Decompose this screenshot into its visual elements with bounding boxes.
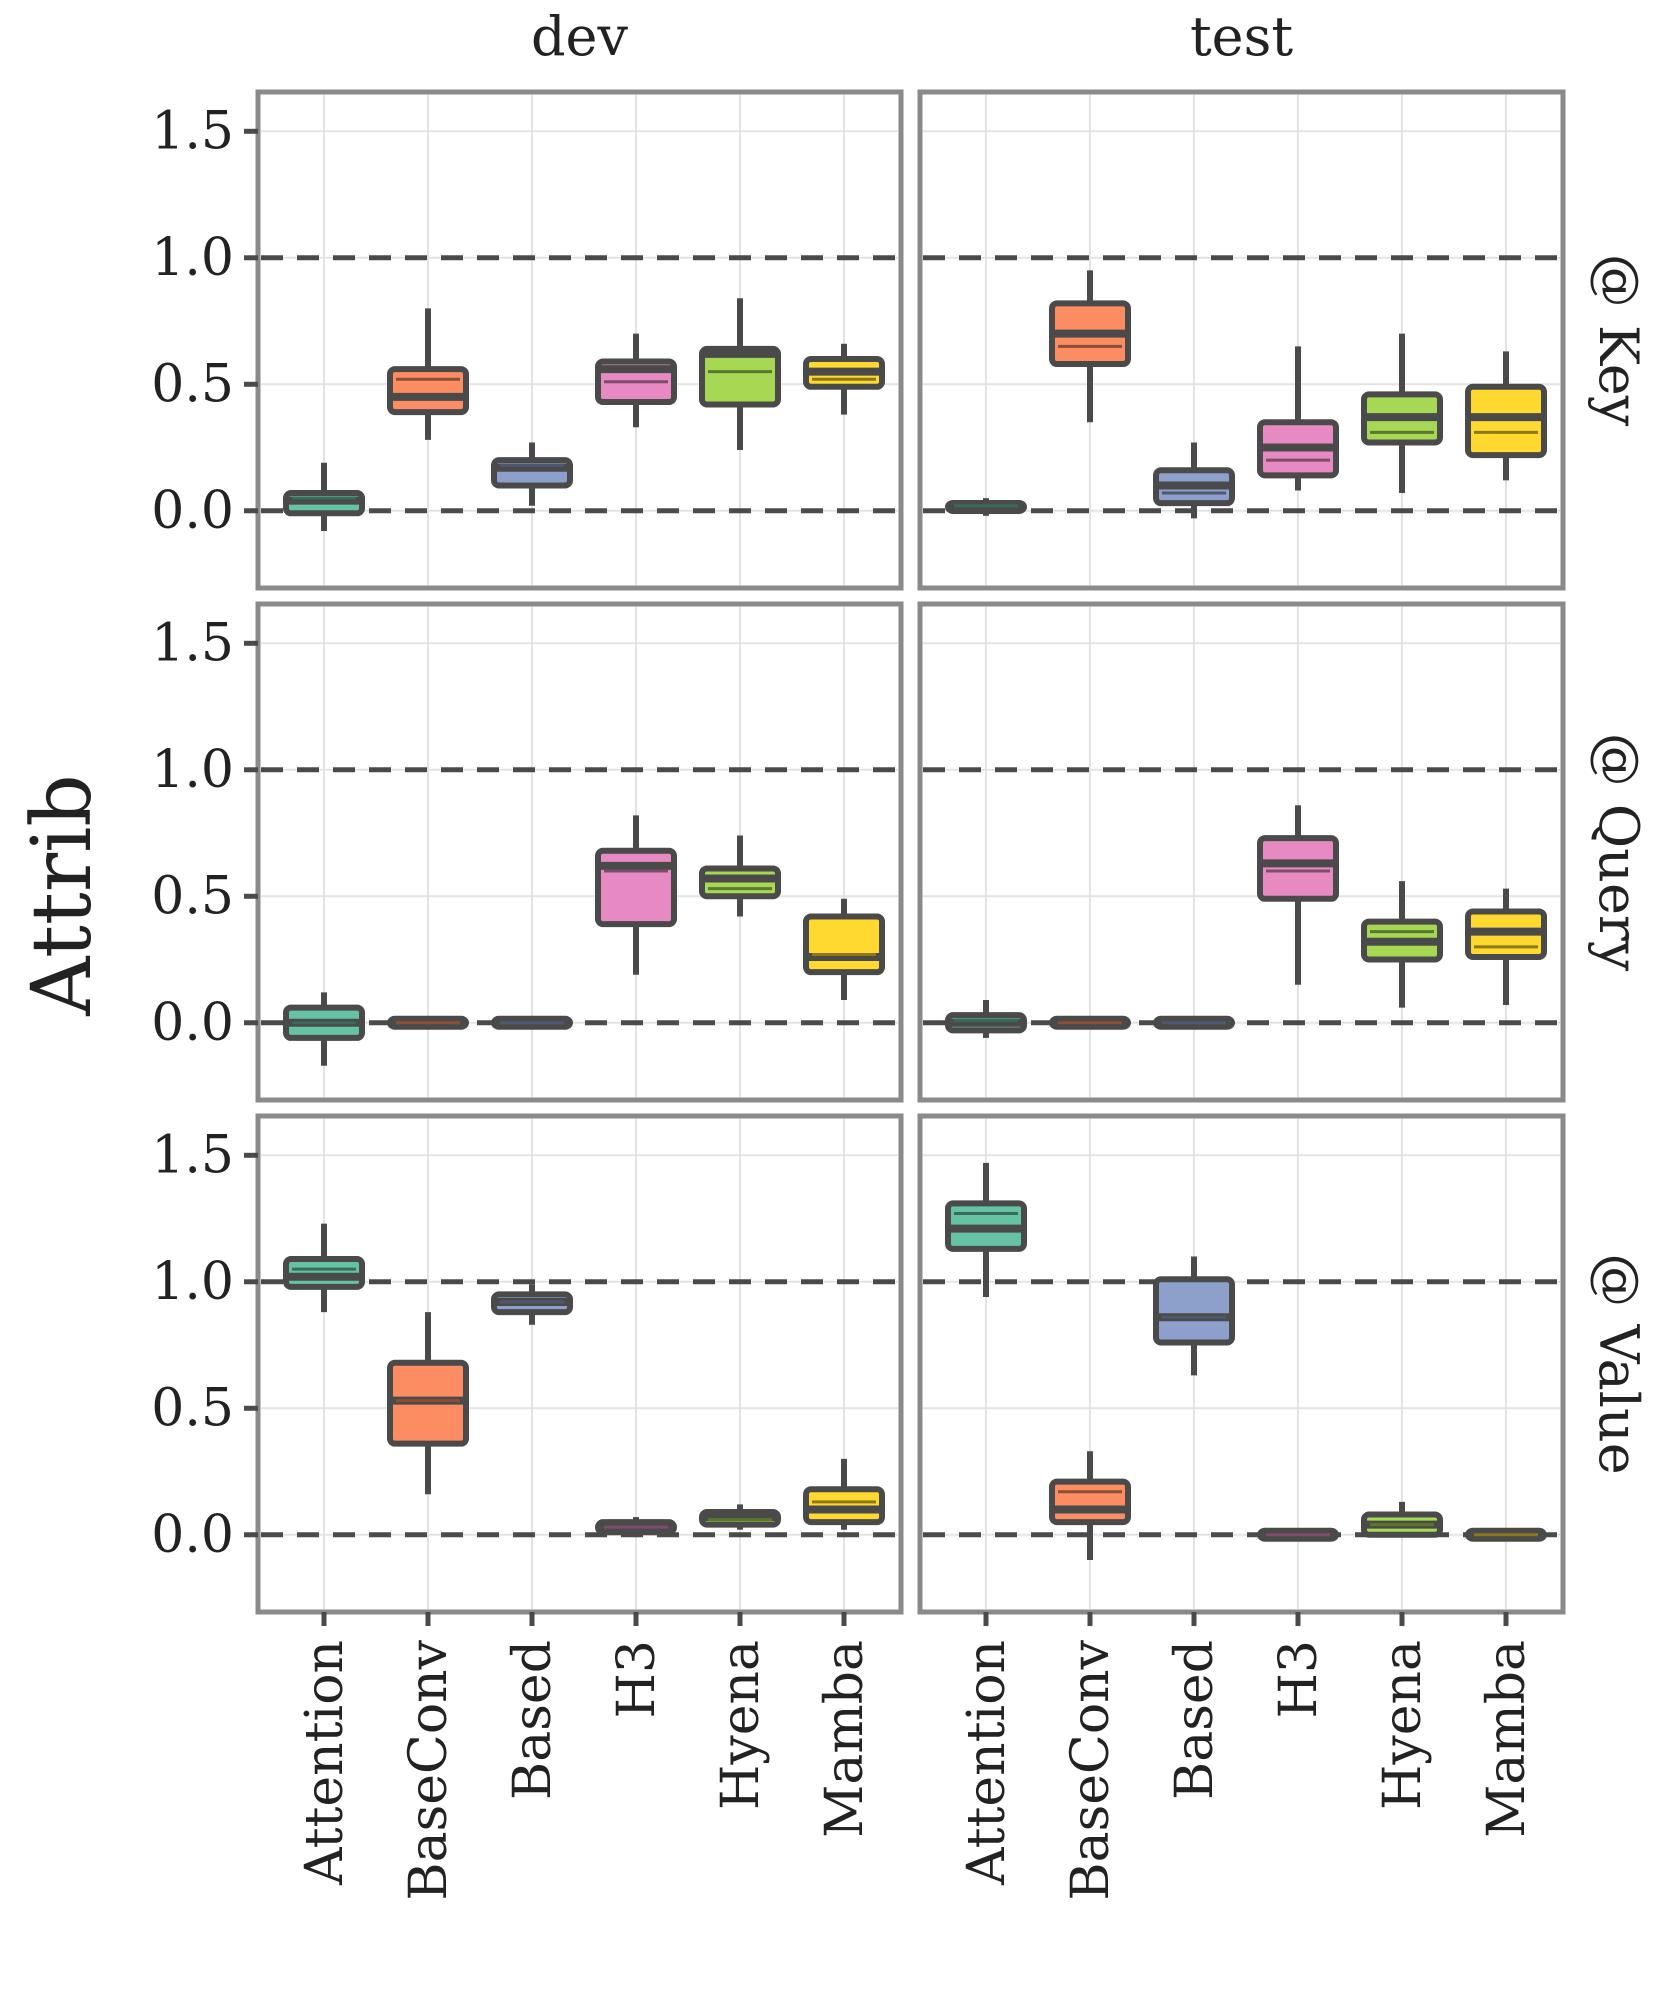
box-mamba — [1465, 351, 1547, 481]
box-mamba — [803, 898, 885, 1000]
box-attention — [945, 1162, 1027, 1297]
box-baseconv — [387, 1312, 469, 1495]
panel-dev-key — [255, 89, 904, 591]
x-tick-label-hyena: Hyena — [711, 1640, 771, 1810]
box-h3 — [595, 333, 677, 428]
box-baseconv — [1049, 1015, 1131, 1030]
box-based — [491, 1284, 573, 1325]
panel-frame — [917, 89, 1566, 591]
box-based — [1153, 1015, 1235, 1030]
box-body — [1049, 1478, 1131, 1526]
x-tick-label-based: Based — [1165, 1640, 1225, 1800]
row-strip-value: @ Value — [1587, 1253, 1650, 1474]
box-hyena — [1361, 1501, 1443, 1538]
panel-frame — [255, 601, 904, 1103]
box-mamba — [803, 1458, 885, 1530]
box-body — [803, 913, 885, 976]
y-tick-label: 0.0 — [151, 993, 234, 1053]
box-hyena — [699, 298, 781, 451]
box-baseconv — [1049, 270, 1131, 423]
box-attention — [283, 992, 365, 1066]
x-tick-label-mamba: Mamba — [815, 1640, 875, 1838]
box-mamba — [803, 343, 885, 415]
row-strip-key: @ Key — [1587, 254, 1650, 427]
y-tick-label: 1.5 — [151, 1125, 234, 1185]
box-based — [1153, 1256, 1235, 1376]
box-based — [491, 442, 573, 506]
y-tick-label: 0.5 — [151, 1378, 234, 1438]
y-tick-label: 0.0 — [151, 481, 234, 541]
x-tick-label-mamba: Mamba — [1477, 1640, 1537, 1838]
box-attention — [283, 462, 365, 531]
box-mamba — [1465, 1527, 1547, 1542]
panel-test-query — [917, 601, 1566, 1103]
box-body — [1153, 1276, 1235, 1346]
box-hyena — [699, 835, 781, 917]
box-hyena — [1361, 881, 1443, 1008]
panel-test-key — [917, 89, 1566, 591]
panel-frame — [255, 1113, 904, 1615]
box-based — [491, 1015, 573, 1030]
x-tick-label-h3: H3 — [1269, 1640, 1329, 1718]
panel-frame — [917, 1113, 1566, 1615]
y-tick-label: 0.0 — [151, 1505, 234, 1565]
x-tick-label-based: Based — [503, 1640, 563, 1800]
column-strip-dev: dev — [531, 5, 629, 68]
box-body — [387, 366, 469, 416]
box-body — [1257, 835, 1339, 902]
row-strip-query: @ Query — [1587, 733, 1650, 972]
y-tick-label: 0.5 — [151, 354, 234, 414]
box-baseconv — [1049, 1451, 1131, 1561]
column-strip-test: test — [1190, 5, 1293, 68]
box-h3 — [595, 815, 677, 975]
y-tick-label: 1.5 — [151, 613, 234, 673]
box-based — [1153, 442, 1235, 519]
x-tick-label-hyena: Hyena — [1373, 1640, 1433, 1810]
x-tick-label-attention: Attention — [957, 1640, 1017, 1886]
x-tick-label-baseconv: BaseConv — [399, 1639, 459, 1900]
panel-frame — [917, 601, 1566, 1103]
box-h3 — [1257, 346, 1339, 491]
y-tick-label: 1.0 — [151, 228, 234, 288]
x-tick-label-attention: Attention — [295, 1640, 355, 1886]
x-tick-label-h3: H3 — [607, 1640, 667, 1718]
box-h3 — [1257, 805, 1339, 985]
panel-frame — [255, 89, 904, 591]
box-attention — [945, 999, 1027, 1038]
box-h3 — [595, 1517, 677, 1536]
y-tick-label: 0.5 — [151, 866, 234, 926]
panel-test-value — [917, 1113, 1566, 1615]
box-h3 — [1257, 1527, 1339, 1542]
panel-dev-value — [255, 1113, 904, 1615]
y-axis-title: Attrib — [15, 774, 110, 1017]
box-attention — [945, 498, 1027, 516]
box-hyena — [1361, 333, 1443, 494]
y-tick-label: 1.0 — [151, 740, 234, 800]
y-tick-label: 1.5 — [151, 101, 234, 161]
box-mamba — [1465, 888, 1547, 1006]
x-tick-label-baseconv: BaseConv — [1061, 1639, 1121, 1900]
panel-dev-query — [255, 601, 904, 1103]
y-tick-label: 1.0 — [151, 1252, 234, 1312]
box-body — [699, 345, 781, 408]
box-baseconv — [387, 308, 469, 440]
box-attention — [283, 1223, 365, 1313]
box-body — [595, 847, 677, 928]
box-baseconv — [387, 1015, 469, 1030]
box-hyena — [699, 1504, 781, 1530]
